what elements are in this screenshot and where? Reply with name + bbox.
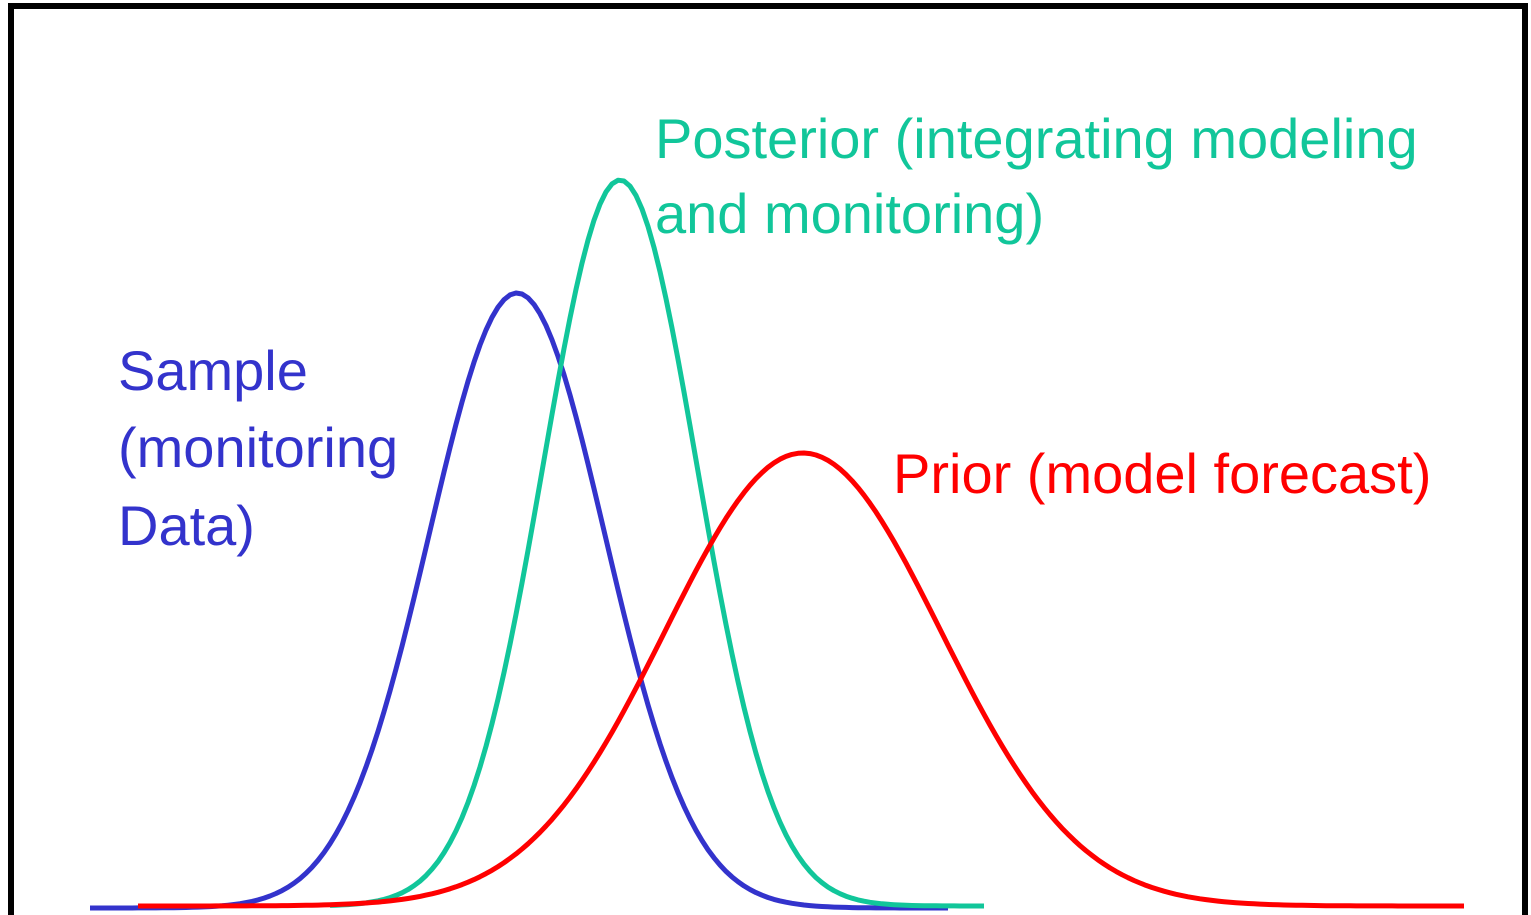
sample-label: Data) bbox=[118, 494, 255, 557]
frame bbox=[8, 3, 1528, 915]
posterior-label: and monitoring) bbox=[655, 182, 1044, 245]
posterior-curve bbox=[329, 177, 984, 909]
sample-label: (monitoring bbox=[118, 416, 398, 479]
posterior-label: Posterior (integrating modeling bbox=[655, 107, 1418, 170]
prior-curve bbox=[138, 450, 1464, 909]
sample-label: Sample bbox=[118, 339, 308, 402]
prior-label: Prior (model forecast) bbox=[893, 442, 1431, 505]
